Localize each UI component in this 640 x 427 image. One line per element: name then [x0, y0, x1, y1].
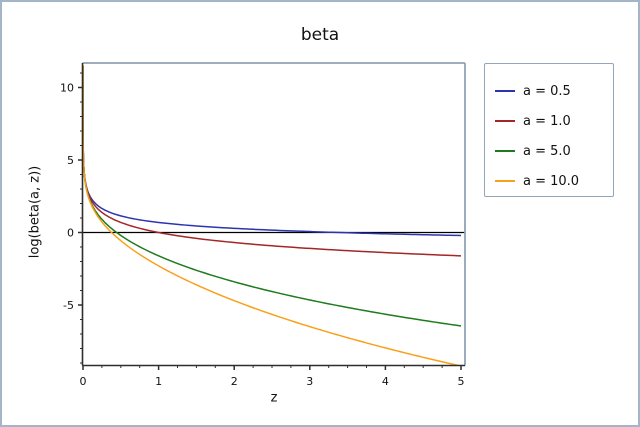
legend-line-swatch: [495, 150, 515, 152]
legend-entry-label: a = 10.0: [523, 173, 580, 189]
chart-title: beta: [300, 25, 340, 45]
curve-a=5.0: [82, 65, 462, 327]
legend-entry: a = 1.0: [485, 106, 613, 136]
legend-line-swatch: [495, 180, 515, 182]
y-tick-label: 10: [60, 82, 74, 95]
legend-line-swatch: [495, 120, 515, 122]
curve-a=0.5: [82, 65, 462, 237]
legend-box: a = 0.5 a = 1.0 a = 5.0 a = 10.0: [484, 63, 614, 197]
x-tick-label: 0: [80, 375, 87, 388]
x-tick-label: 2: [231, 375, 238, 388]
x-tick-label: 1: [155, 375, 162, 388]
x-tick-label: 5: [458, 375, 465, 388]
y-axis-label: log(beta(a, z)): [27, 165, 43, 259]
x-tick-label: 3: [306, 375, 313, 388]
legend-line-swatch: [495, 90, 515, 92]
legend-entry-label: a = 0.5: [523, 83, 571, 99]
y-tick-label: 5: [67, 154, 74, 167]
legend-entry-label: a = 5.0: [523, 143, 571, 159]
legend-entry: a = 5.0: [485, 136, 613, 166]
curve-a=10.0: [82, 65, 462, 366]
curve-a=1.0: [82, 65, 462, 257]
y-tick-label: -5: [63, 299, 74, 312]
legend-entry: a = 10.0: [485, 166, 613, 196]
legend-entry-label: a = 1.0: [523, 113, 571, 129]
x-axis-label: z: [270, 390, 278, 406]
x-tick-label: 4: [382, 375, 389, 388]
y-tick-label: 0: [67, 227, 74, 240]
legend-entry: a = 0.5: [485, 76, 613, 106]
